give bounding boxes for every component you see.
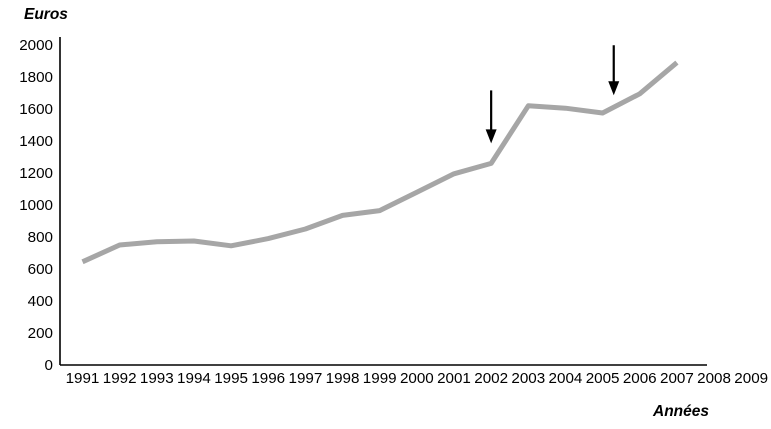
x-tick-label: 2007 <box>660 370 694 387</box>
x-tick-label: 2000 <box>400 370 434 387</box>
y-tick-label: 2000 <box>19 37 53 54</box>
y-tick-label: 400 <box>28 293 53 310</box>
x-tick-label: 2003 <box>511 370 545 387</box>
x-tick-label: 2001 <box>437 370 471 387</box>
x-tick-label: 2008 <box>697 370 731 387</box>
y-tick-label: 1000 <box>19 197 53 214</box>
x-tick-label: 1991 <box>66 370 100 387</box>
x-tick-label: 1997 <box>289 370 323 387</box>
x-tick-label: 2004 <box>549 370 583 387</box>
down-arrow <box>485 90 497 144</box>
price-line <box>81 60 679 265</box>
x-tick-label: 1994 <box>177 370 211 387</box>
x-axis-ticks: 1991 1992 1993 1994 1995 1996 1997 1998 1999 2000… <box>66 370 768 387</box>
arrow-head-icon <box>485 129 497 144</box>
y-tick-label: 1400 <box>19 133 53 150</box>
y-tick-label: 1800 <box>19 69 53 86</box>
y-tick-label: 600 <box>28 261 53 278</box>
y-tick-label: 1600 <box>19 101 53 118</box>
x-tick-label: 2005 <box>586 370 620 387</box>
y-tick-label: 800 <box>28 229 53 246</box>
event-arrows <box>485 45 620 144</box>
x-tick-label: 2009 <box>734 370 768 387</box>
y-tick-label: 200 <box>28 325 53 342</box>
down-arrow <box>608 45 620 96</box>
x-tick-label: 2006 <box>623 370 657 387</box>
x-tick-label: 1995 <box>214 370 248 387</box>
data-line <box>81 60 679 265</box>
arrow-head-icon <box>608 81 620 96</box>
x-tick-label: 1996 <box>251 370 285 387</box>
y-axis-title: Euros <box>24 6 68 23</box>
x-tick-label: 1998 <box>326 370 360 387</box>
y-axis-ticks: 0 200 400 600 800 1000 1200 1400 1600 1800 2000 <box>19 37 53 374</box>
y-tick-label: 0 <box>45 357 53 374</box>
x-tick-label: 1993 <box>140 370 174 387</box>
axes <box>59 37 707 366</box>
x-tick-label: 1999 <box>363 370 397 387</box>
x-tick-label: 1992 <box>103 370 137 387</box>
x-axis-title: Années <box>653 403 709 420</box>
x-tick-label: 2002 <box>474 370 508 387</box>
y-tick-label: 1200 <box>19 165 53 182</box>
